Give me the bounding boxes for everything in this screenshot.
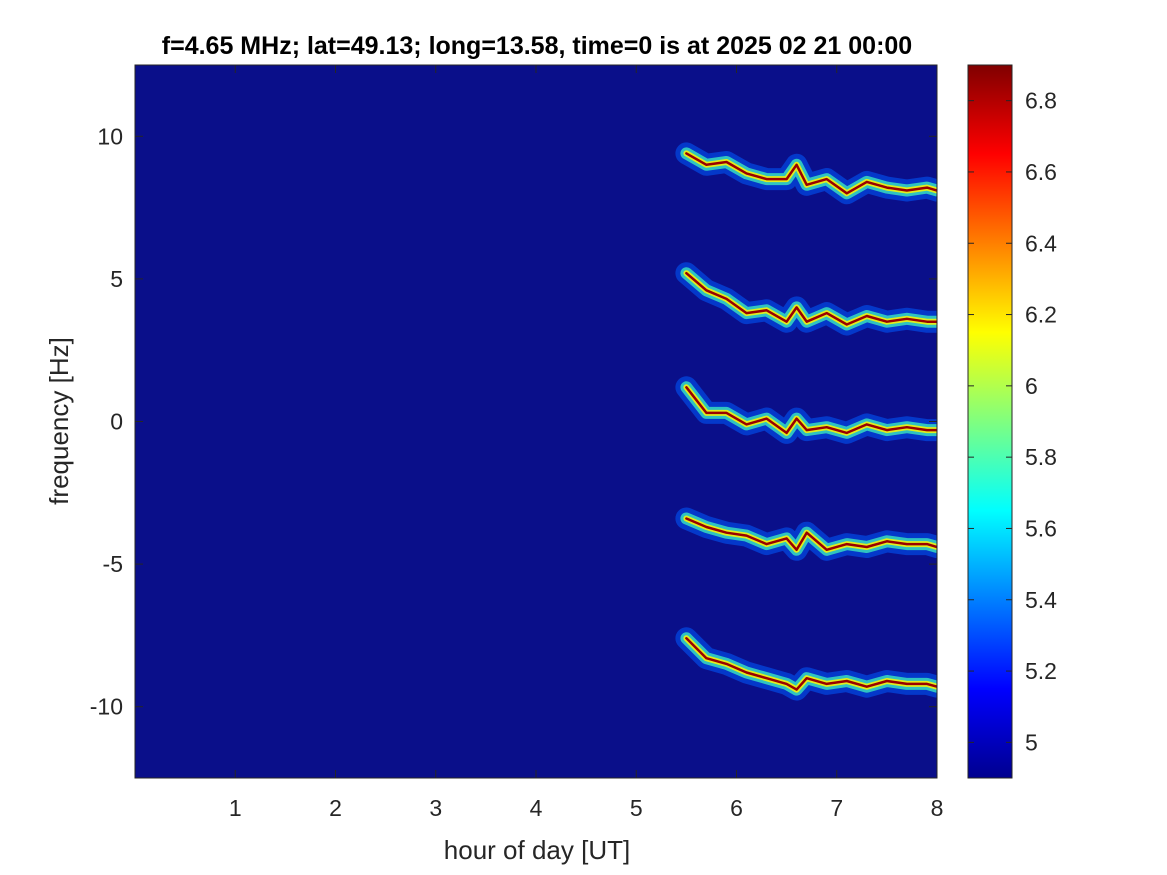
x-tick-label: 4 xyxy=(530,795,543,821)
y-tick-label: 10 xyxy=(97,123,123,149)
colorbar-ticks: 5 5.2 5.4 5.6 5.8 6 6.2 6.4 6.6 6.8 xyxy=(968,88,1057,755)
y-axis-label: frequency [Hz] xyxy=(44,337,74,505)
x-tick-label: 2 xyxy=(329,795,342,821)
spectral-trace-5 xyxy=(685,637,937,691)
colorbar-tick-label: 5.8 xyxy=(1025,444,1057,470)
x-tick-label: 3 xyxy=(429,795,442,821)
colorbar-tick-label: 6.4 xyxy=(1025,230,1057,256)
x-axis-ticks: 1 2 3 4 5 6 7 8 xyxy=(229,65,944,821)
colorbar-gradient xyxy=(967,64,1013,779)
y-tick-label: -5 xyxy=(103,551,123,577)
x-tick-label: 7 xyxy=(830,795,843,821)
y-tick-label: 5 xyxy=(110,266,123,292)
colorbar-tick-label: 5.4 xyxy=(1025,587,1057,613)
colorbar-tick-label: 6.6 xyxy=(1025,159,1057,185)
spectral-trace-1 xyxy=(685,152,937,195)
colorbar-tick-label: 5.6 xyxy=(1025,515,1057,541)
spectral-trace-4 xyxy=(685,517,937,552)
colorbar-tick-label: 5 xyxy=(1025,729,1038,755)
chart-title: f=4.65 MHz; lat=49.13; long=13.58, time=… xyxy=(162,32,912,60)
spectral-trace-3 xyxy=(685,386,937,435)
x-tick-label: 8 xyxy=(931,795,944,821)
spectral-trace-2 xyxy=(685,271,937,326)
colorbar-tick-label: 6.8 xyxy=(1025,88,1057,114)
y-tick-label: -10 xyxy=(90,694,123,720)
x-tick-label: 6 xyxy=(730,795,743,821)
x-tick-label: 5 xyxy=(630,795,643,821)
x-axis-label: hour of day [UT] xyxy=(444,835,630,865)
colorbar: 5 5.2 5.4 5.6 5.8 6 6.2 6.4 6.6 6.8 xyxy=(967,64,1057,779)
x-tick-label: 1 xyxy=(229,795,242,821)
colorbar-tick-label: 6 xyxy=(1025,373,1038,399)
y-tick-label: 0 xyxy=(110,409,123,435)
heatmap-traces xyxy=(675,142,937,701)
colorbar-tick-label: 6.2 xyxy=(1025,302,1057,328)
y-axis-ticks: -10 -5 0 5 10 xyxy=(90,123,937,720)
colorbar-tick-label: 5.2 xyxy=(1025,658,1057,684)
